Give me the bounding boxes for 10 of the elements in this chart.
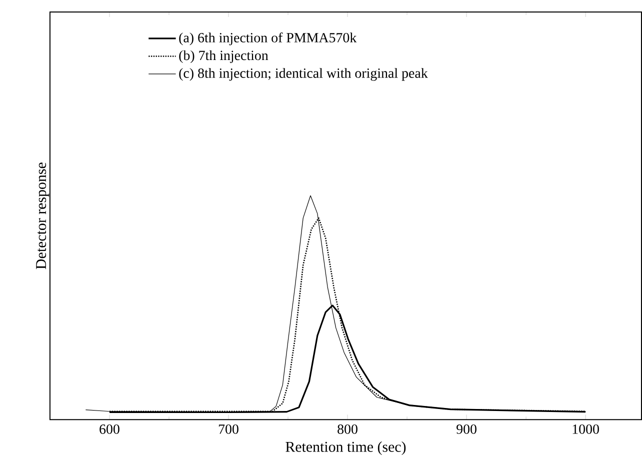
legend-label: (a) 6th injection of PMMA570k [179, 32, 357, 46]
x-tick-label: 800 [338, 424, 358, 434]
x-tick-label: 600 [100, 424, 120, 434]
legend-label: (b) 7th injection [179, 50, 268, 64]
x-tick-label: 700 [218, 424, 238, 434]
x-axis-title: Retention time (sec) [286, 442, 406, 456]
legend-label: (c) 8th injection; identical with original peak [179, 68, 428, 81]
x-tick-label: 900 [456, 424, 476, 434]
y-axis-title: Detector response [36, 162, 50, 270]
x-tick-label: 1000 [572, 424, 599, 434]
